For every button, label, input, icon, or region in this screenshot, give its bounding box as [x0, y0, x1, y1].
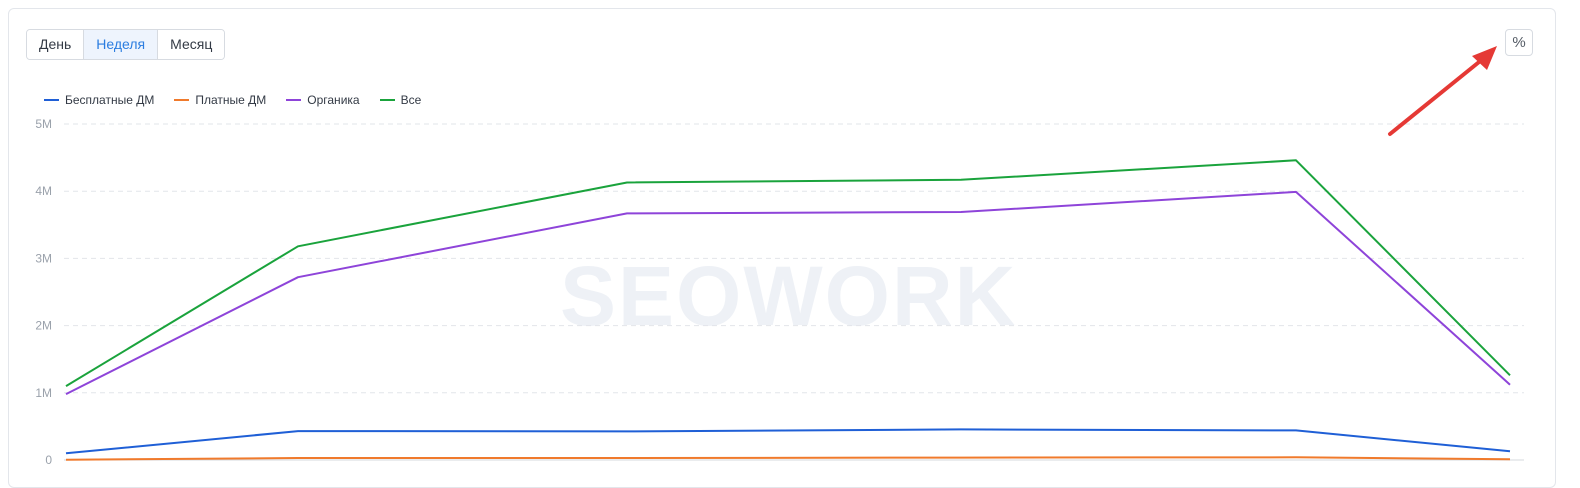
series-line-free[interactable] [65, 428, 1511, 455]
legend-label-free: Бесплатные ДМ [65, 93, 155, 107]
arrow-shaft [1388, 56, 1486, 136]
legend-swatch-all [379, 99, 395, 101]
series-line-all[interactable] [65, 159, 1511, 387]
percent-toggle-button[interactable]: % [1505, 29, 1533, 56]
y-tick-label: 4M [35, 184, 52, 198]
y-tick-label: 2M [35, 319, 52, 333]
y-tick-label: 5M [35, 117, 52, 131]
period-switcher: День Неделя Месяц [26, 29, 226, 60]
legend-item-free[interactable]: Бесплатные ДМ [44, 93, 154, 107]
y-tick-label: 3M [35, 251, 52, 265]
period-week-button[interactable]: Неделя [84, 30, 159, 59]
legend-item-paid[interactable]: Платные ДМ [174, 93, 266, 107]
percent-icon: % [1512, 34, 1526, 51]
legend-label-all: Все [400, 93, 422, 107]
period-day-button[interactable]: День [27, 30, 85, 59]
legend-label-paid: Платные ДМ [195, 93, 267, 107]
y-tick-label: 1M [35, 386, 52, 400]
annotation-arrow [1388, 46, 1497, 136]
y-axis: 0 1M 2M 3M 4M 5M [35, 117, 52, 467]
legend-label-organic: Органика [307, 93, 360, 107]
watermark: SEOWORK [560, 249, 1018, 343]
arrow-head [1472, 46, 1497, 70]
y-tick-label: 0 [45, 453, 52, 467]
legend-swatch-organic [286, 99, 302, 101]
period-month-button[interactable]: Месяц [158, 30, 225, 59]
series-line-organic[interactable] [65, 190, 1511, 395]
chart-series [65, 159, 1511, 461]
legend-item-organic[interactable]: Органика [286, 93, 360, 107]
chart-legend: Бесплатные ДМ Платные ДМ Органика Все [44, 93, 421, 107]
legend-swatch-free [44, 99, 59, 101]
grid-lines [64, 123, 1524, 461]
chart-card [8, 8, 1556, 488]
series-line-paid[interactable] [65, 456, 1511, 461]
legend-swatch-paid [174, 99, 190, 101]
legend-item-all[interactable]: Все [379, 93, 422, 107]
